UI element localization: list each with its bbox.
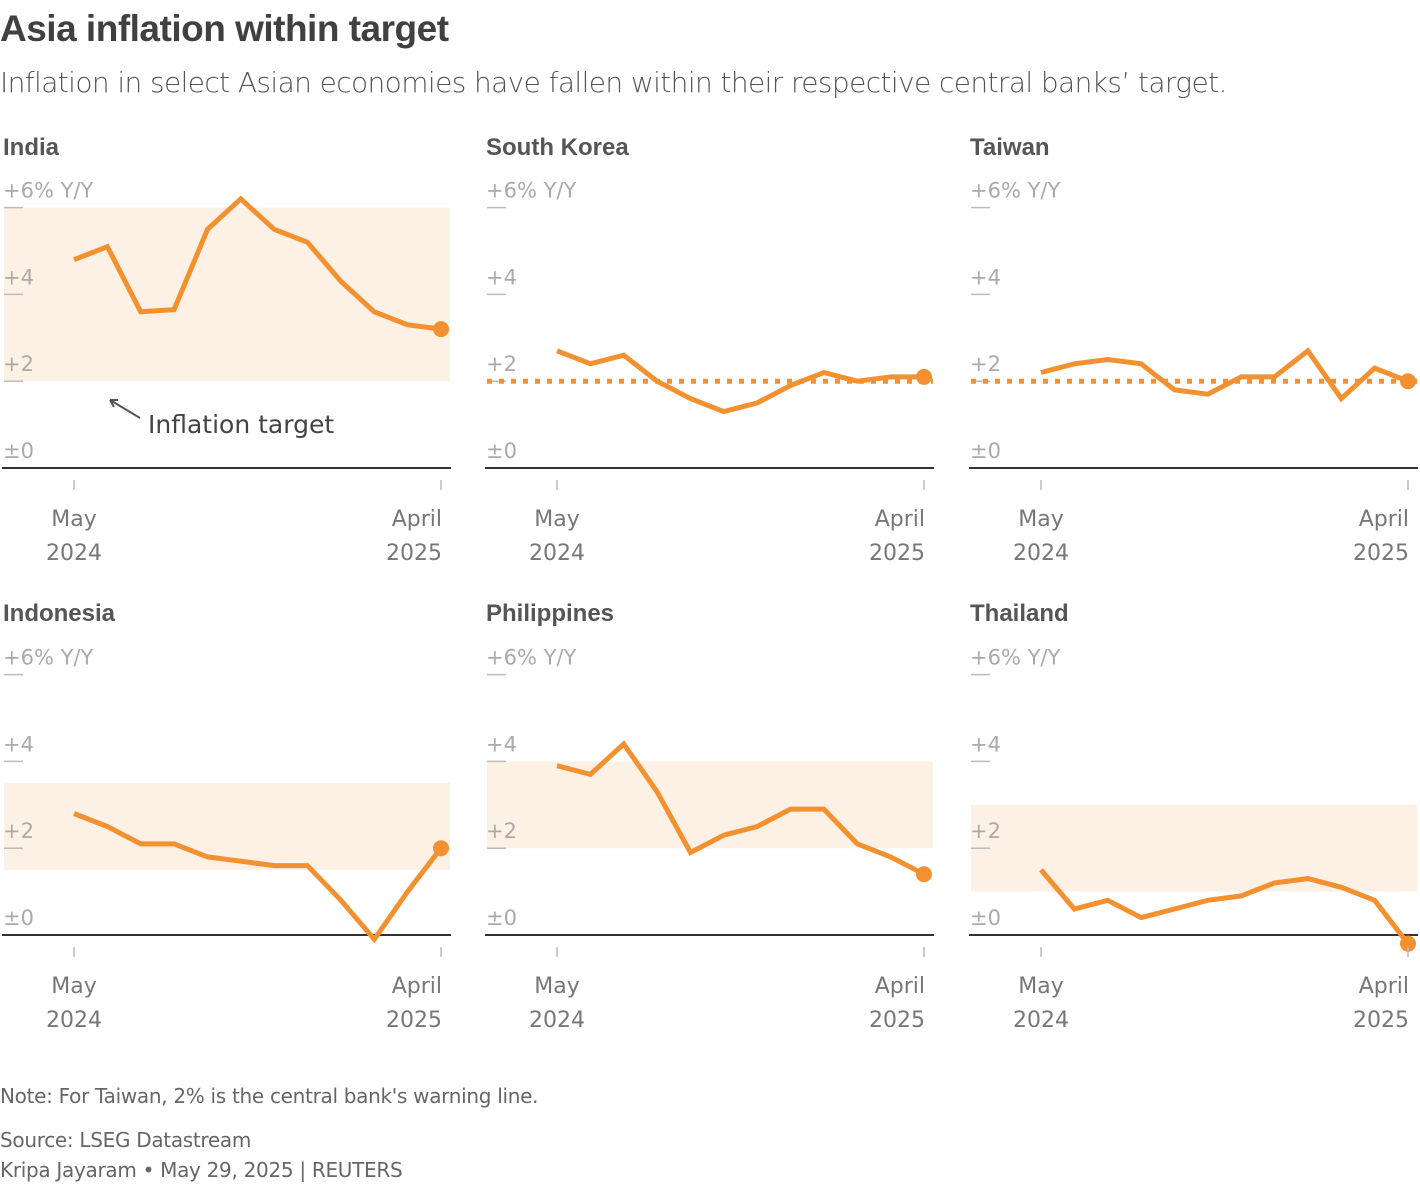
panel-title: Taiwan (970, 134, 1050, 161)
target-band (487, 761, 933, 849)
footnote: Note: For Taiwan, 2% is the central bank… (0, 1084, 539, 1108)
last-value-dot (433, 840, 449, 857)
x-tick-label-month: April (392, 507, 442, 532)
y-tick-label: +4 (3, 265, 34, 289)
x-tick-label-year: 2024 (46, 541, 102, 566)
y-tick-label: +6% Y/Y (970, 179, 1060, 203)
y-tick-label: ±0 (486, 439, 517, 463)
y-tick-label: +4 (970, 265, 1001, 289)
panel-taiwan: Taiwan +6% Y/Y +4 +2 ±0 May 2024 April 2025 (969, 134, 1418, 566)
target-band (4, 207, 450, 382)
x-tick-label-year: 2024 (529, 541, 585, 566)
y-tick-label: ±0 (970, 439, 1001, 463)
series-line (556, 348, 924, 415)
x-tick-label-month: April (1359, 507, 1409, 532)
last-value-dot (916, 368, 932, 385)
x-tick-label-month: May (1018, 974, 1063, 999)
series-line (73, 195, 442, 332)
panel-india: India +6% Y/Y +4 +2 ±0 May 2024 April 2025 Inflat… (2, 134, 451, 566)
x-tick-label-year: 2025 (1353, 541, 1409, 566)
x-tick-label-year: 2025 (869, 1008, 925, 1033)
annotation-arrow-icon (109, 399, 141, 419)
y-tick-label: ±0 (486, 906, 517, 930)
x-tick-label-month: April (875, 974, 925, 999)
series-line (1039, 868, 1410, 946)
x-tick-label-month: May (51, 507, 96, 532)
x-tick-label-year: 2024 (529, 1008, 585, 1033)
series-line (556, 740, 926, 877)
x-tick-label-year: 2025 (1353, 1008, 1409, 1033)
x-tick-label-month: May (1018, 507, 1063, 532)
x-tick-label-month: May (534, 974, 579, 999)
panel-thailand: Thailand +6% Y/Y +4 +2 ±0 May 2024 April 2025 (969, 600, 1418, 1033)
annotation-label: Inflation target (148, 410, 334, 439)
y-tick-label: ±0 (3, 906, 34, 930)
y-tick-label: +4 (3, 732, 34, 756)
x-tick-label-month: May (534, 507, 579, 532)
series-line (1040, 347, 1409, 403)
y-tick-label: +4 (486, 265, 517, 289)
panel-south-korea: South Korea +6% Y/Y +4 +2 ±0 May 2024 April 2025 (485, 134, 934, 566)
x-tick-label-year: 2024 (46, 1008, 102, 1033)
y-tick-label: +6% Y/Y (486, 179, 576, 203)
y-tick-label: +6% Y/Y (3, 179, 93, 203)
x-tick-label-month: May (51, 974, 96, 999)
panel-philippines: Philippines +6% Y/Y +4 +2 ±0 May 2024 April 2025 (485, 600, 934, 1033)
panel-title: Indonesia (3, 600, 116, 627)
x-tick-label-month: April (392, 974, 442, 999)
y-tick-label: +2 (486, 352, 517, 376)
y-tick-label: +6% Y/Y (3, 646, 93, 670)
target-band (4, 783, 450, 870)
x-tick-label-year: 2024 (1013, 1008, 1069, 1033)
y-tick-label: +2 (970, 352, 1001, 376)
x-tick-label-year: 2025 (869, 541, 925, 566)
x-tick-label-year: 2025 (386, 541, 442, 566)
y-tick-label: +4 (486, 732, 517, 756)
y-tick-label: +6% Y/Y (970, 646, 1060, 670)
y-tick-label: +2 (3, 819, 34, 843)
panel-indonesia: Indonesia +6% Y/Y +4 +2 ±0 May 2024 April 2025 (2, 600, 451, 1033)
y-tick-label: ±0 (970, 906, 1001, 930)
y-tick-label: +2 (970, 819, 1001, 843)
y-tick-label: +6% Y/Y (486, 646, 576, 670)
last-value-dot (433, 321, 449, 338)
source-line: Source: LSEG Datastream (0, 1128, 252, 1152)
y-tick-label: ±0 (3, 439, 34, 463)
panel-title: Philippines (486, 600, 614, 627)
last-value-dot (916, 866, 932, 883)
series-line (73, 811, 443, 944)
y-tick-label: +2 (3, 352, 34, 376)
x-tick-label-month: April (1359, 974, 1409, 999)
panel-title: Thailand (970, 600, 1069, 627)
x-tick-label-month: April (875, 507, 925, 532)
chart-title: Asia inflation within target (0, 8, 449, 49)
last-value-dot (1400, 935, 1416, 952)
target-band (971, 804, 1417, 892)
y-tick-label: +4 (970, 732, 1001, 756)
panel-title: India (3, 134, 60, 161)
panel-title: South Korea (486, 134, 629, 161)
x-tick-label-year: 2024 (1013, 541, 1069, 566)
last-value-dot (1400, 373, 1416, 390)
y-tick-label: +2 (486, 819, 517, 843)
credit-line: Kripa Jayaram • May 29, 2025 | REUTERS (0, 1158, 403, 1182)
chart-subtitle: Inflation in select Asian economies have… (0, 66, 1227, 99)
x-tick-label-year: 2025 (386, 1008, 442, 1033)
